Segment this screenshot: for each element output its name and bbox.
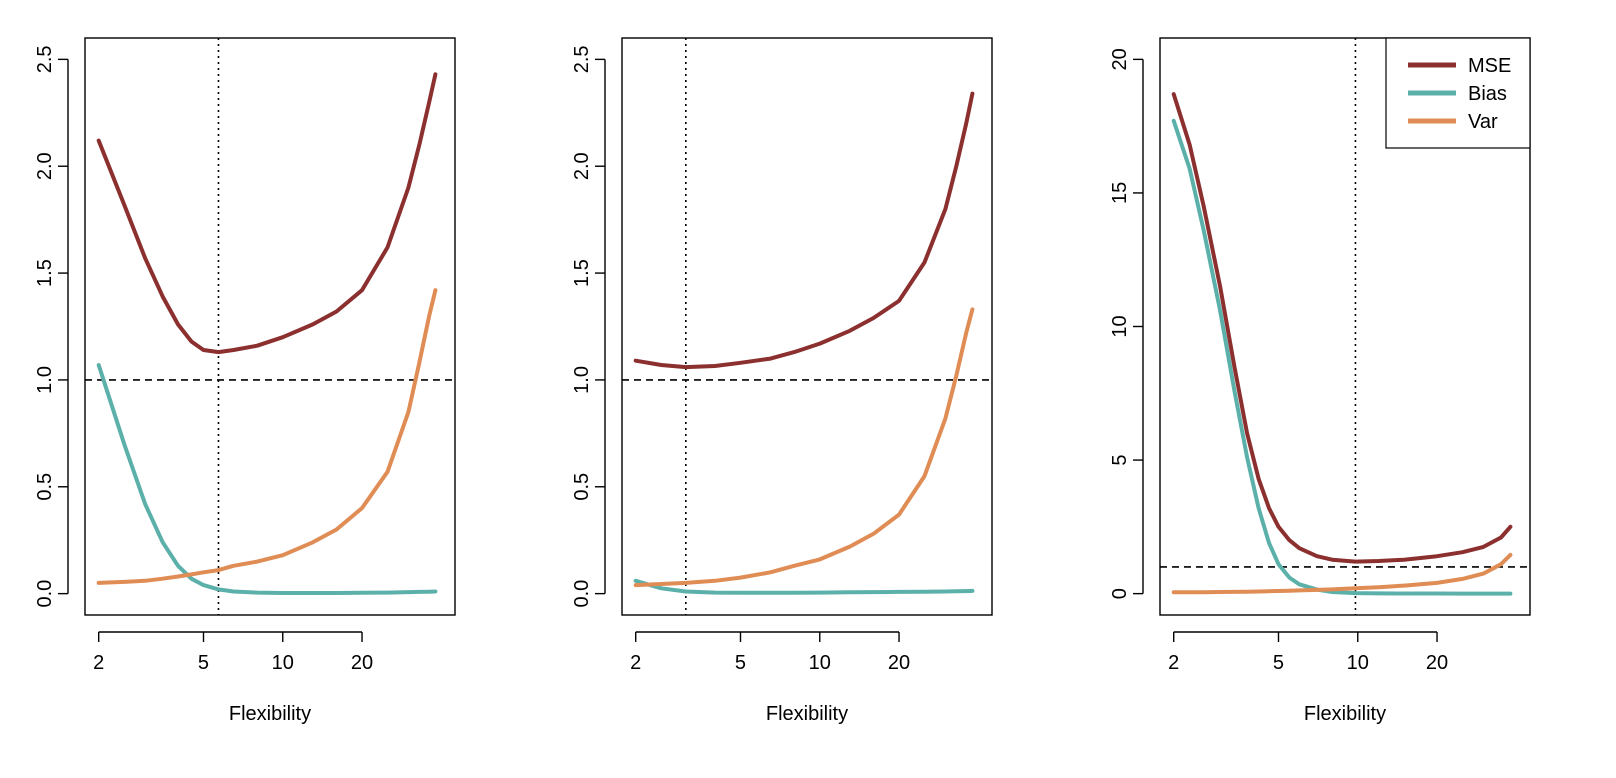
x-tick-label: 20 bbox=[351, 652, 373, 674]
x-tick-label: 2 bbox=[93, 652, 104, 674]
series-var-line bbox=[1171, 552, 1513, 595]
y-tick-label: 0.5 bbox=[571, 473, 593, 501]
x-tick-label: 2 bbox=[1168, 652, 1179, 674]
y-tick-label: 5 bbox=[1109, 455, 1131, 466]
series-var-line bbox=[96, 288, 438, 585]
y-tick-label: 1.0 bbox=[571, 366, 593, 394]
y-tick-label: 0.0 bbox=[34, 580, 56, 608]
y-tick-label: 2.5 bbox=[34, 45, 56, 73]
x-axis-title: Flexibility bbox=[229, 703, 311, 725]
y-tick-label: 2.5 bbox=[571, 45, 593, 73]
series-mse-line bbox=[96, 72, 438, 355]
y-tick-label: 0.0 bbox=[571, 580, 593, 608]
series-var-line bbox=[633, 307, 975, 588]
x-axis-title: Flexibility bbox=[1304, 703, 1386, 725]
plot-frame bbox=[621, 37, 993, 616]
y-tick-label: 15 bbox=[1109, 182, 1131, 204]
plot-frame bbox=[84, 37, 456, 616]
legend-label-bias: Bias bbox=[1468, 83, 1507, 105]
x-tick-label: 10 bbox=[272, 652, 294, 674]
y-tick-label: 1.5 bbox=[571, 259, 593, 287]
y-tick-label: 10 bbox=[1109, 315, 1131, 337]
series-mse-line bbox=[633, 91, 975, 370]
legend: MSE Bias Var bbox=[1385, 37, 1531, 149]
series-bias-line bbox=[96, 363, 438, 595]
y-tick-label: 20 bbox=[1109, 48, 1131, 70]
x-axis-title: Flexibility bbox=[766, 703, 848, 725]
series-bias-line bbox=[633, 578, 975, 595]
y-tick-label: 1.0 bbox=[34, 366, 56, 394]
series-bias-line bbox=[1171, 118, 1513, 596]
series-mse-line bbox=[1171, 92, 1513, 564]
legend-label-var: Var bbox=[1468, 111, 1498, 133]
legend-label-mse: MSE bbox=[1468, 55, 1511, 77]
x-tick-label: 5 bbox=[735, 652, 746, 674]
panel-1: 2 5 10 20 0.0 0.5 1.0 1.5 2.0 2.5 Flexibility bbox=[34, 37, 456, 725]
x-tick-label: 5 bbox=[1273, 652, 1284, 674]
x-tick-label: 10 bbox=[1347, 652, 1369, 674]
y-tick-label: 2.0 bbox=[571, 152, 593, 180]
y-tick-label: 0.5 bbox=[34, 473, 56, 501]
x-tick-label: 10 bbox=[809, 652, 831, 674]
x-tick-label: 5 bbox=[198, 652, 209, 674]
x-tick-label: 2 bbox=[630, 652, 641, 674]
x-tick-label: 20 bbox=[1426, 652, 1448, 674]
plot-frame bbox=[1159, 37, 1531, 616]
y-tick-label: 0 bbox=[1109, 588, 1131, 599]
y-tick-label: 1.5 bbox=[34, 259, 56, 287]
x-tick-label: 20 bbox=[888, 652, 910, 674]
panel-3: 2 5 10 20 0 5 10 15 20 Flexibility MSE Bias Var bbox=[1109, 37, 1531, 725]
y-tick-label: 2.0 bbox=[34, 152, 56, 180]
panel-2: 2 5 10 20 0.0 0.5 1.0 1.5 2.0 2.5 Flexibility bbox=[571, 37, 993, 725]
